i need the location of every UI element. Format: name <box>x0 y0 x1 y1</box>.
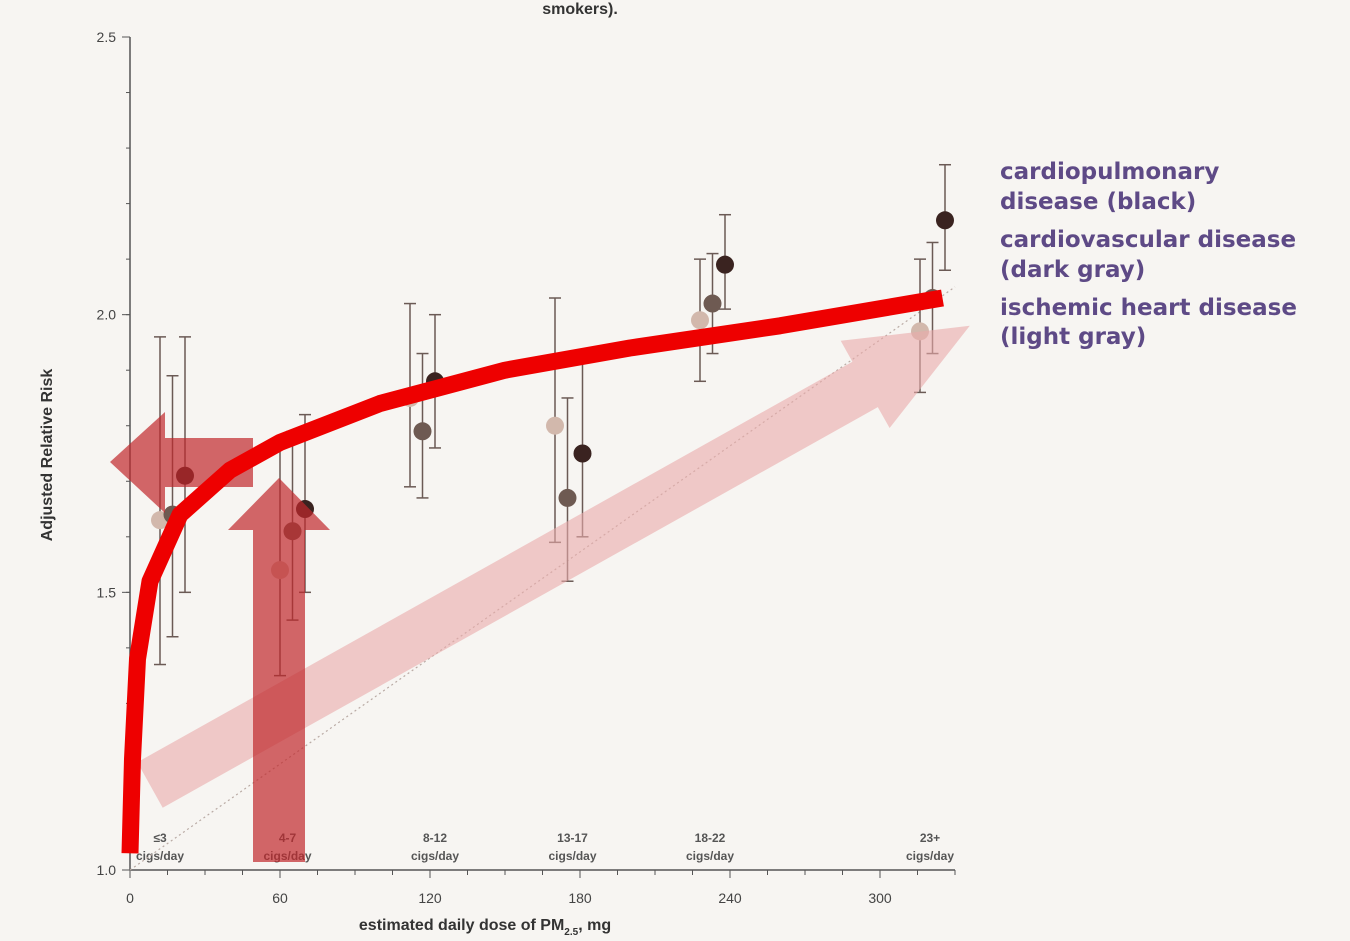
x-tick-label: 240 <box>718 890 742 906</box>
legend-label: ischemic heart disease <box>1000 294 1297 321</box>
category-label: 23+ <box>920 831 940 845</box>
y-tick-label: 2.5 <box>97 29 117 45</box>
linear-trend-arrow <box>137 325 970 808</box>
category-label: ≤3 <box>153 831 167 845</box>
horizontal-arrow <box>110 412 253 513</box>
y-tick-label: 1.5 <box>97 584 117 600</box>
chart-title: smokers). <box>542 1 618 18</box>
annotation-overlay <box>110 289 970 862</box>
category-label: cigs/day <box>906 849 954 863</box>
x-axis-label-subscript: 2.5 <box>564 927 578 938</box>
x-tick-label: 0 <box>126 890 134 906</box>
category-label: cigs/day <box>411 849 459 863</box>
category-label: 13-17 <box>557 831 588 845</box>
data-point <box>936 211 954 230</box>
category-label: cigs/day <box>136 849 184 863</box>
category-label: cigs/day <box>548 849 596 863</box>
x-axis-label-main: estimated daily dose of PM <box>359 917 564 934</box>
legend: cardiopulmonary disease (black) cardiova… <box>1000 158 1350 361</box>
legend-label: (light gray) <box>1000 324 1147 351</box>
category-label: 8-12 <box>423 831 447 845</box>
data-point <box>546 416 564 435</box>
category-label: cigs/day <box>686 849 734 863</box>
data-point <box>703 294 722 313</box>
legend-label: disease (black) <box>1000 188 1197 215</box>
data-point <box>716 255 734 274</box>
legend-entry-cardiovascular: cardiovascular disease (dark gray) <box>1000 226 1350 286</box>
data-point <box>413 422 432 441</box>
x-axis-label-tail: , mg <box>578 917 611 934</box>
data-point <box>691 311 709 330</box>
y-axis-label: Adjusted Relative Risk <box>39 369 56 542</box>
x-axis-label: estimated daily dose of PM2.5, mg <box>359 917 611 938</box>
legend-label: cardiovascular disease <box>1000 226 1297 253</box>
x-tick-label: 120 <box>418 890 442 906</box>
x-tick-label: 60 <box>272 890 288 906</box>
legend-entry-cardiopulmonary: cardiopulmonary disease (black) <box>1000 158 1350 218</box>
legend-label: (dark gray) <box>1000 256 1146 283</box>
y-tick-label: 2.0 <box>97 307 117 323</box>
legend-label: cardiopulmonary <box>1000 159 1220 185</box>
vertical-arrow <box>228 478 330 862</box>
y-tick-label: 1.0 <box>97 862 117 878</box>
data-point <box>558 488 577 507</box>
x-tick-label: 300 <box>868 890 892 906</box>
data-point <box>573 444 592 463</box>
legend-entry-ischemic: ischemic heart disease (light gray) <box>1000 294 1350 354</box>
x-tick-label: 180 <box>568 890 592 906</box>
supralinear-curve <box>121 289 944 854</box>
category-label: 18-22 <box>695 831 726 845</box>
